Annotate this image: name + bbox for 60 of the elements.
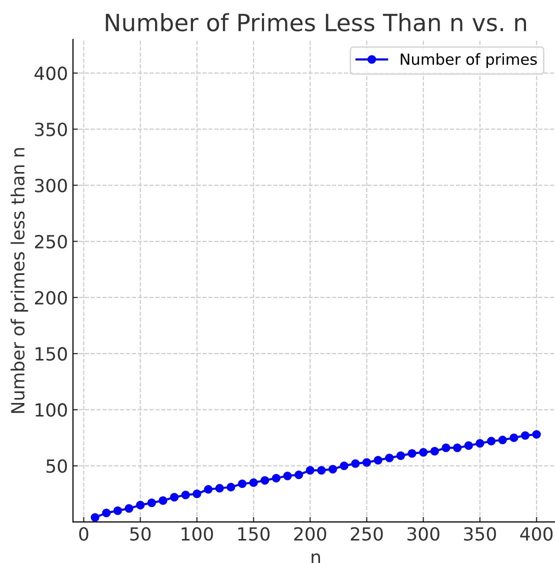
point — [520, 431, 530, 440]
x-tick-label: 150 — [238, 527, 270, 541]
x-tick-label: 400 — [520, 527, 553, 541]
point — [532, 430, 541, 439]
x-tick-label: 200 — [294, 527, 326, 541]
point — [283, 472, 292, 480]
point — [294, 470, 304, 480]
point — [430, 446, 439, 456]
point — [124, 504, 134, 513]
point — [328, 464, 338, 474]
point — [408, 449, 416, 458]
x-tick-label: 50 — [130, 527, 151, 541]
y-axis-title: Number of primes less than n — [10, 148, 28, 413]
point — [317, 466, 326, 475]
point — [181, 490, 190, 500]
point — [136, 500, 145, 510]
point — [351, 459, 360, 468]
point — [442, 444, 450, 452]
chart-title: Number of Primes Less Than n vs. n — [106, 13, 526, 32]
y-tick-label: 350 — [35, 122, 67, 136]
point — [249, 478, 258, 487]
x-tick-label: 350 — [464, 527, 496, 541]
point — [452, 444, 462, 452]
y-tick-label: 250 — [34, 234, 67, 248]
y-tick-label: 50 — [46, 459, 67, 473]
point — [385, 454, 394, 462]
point — [147, 498, 156, 508]
point — [362, 458, 372, 467]
point — [192, 490, 202, 498]
point — [419, 448, 428, 457]
legend-label: Number of primes — [400, 53, 537, 68]
point — [113, 506, 122, 515]
point — [306, 466, 314, 475]
point — [340, 461, 348, 470]
y-tick-label: 400 — [34, 66, 67, 80]
point — [215, 484, 224, 493]
point — [374, 456, 382, 464]
y-tick-label: 300 — [35, 178, 67, 192]
point — [204, 485, 213, 494]
y-tick-label: 150 — [36, 347, 67, 361]
point — [102, 508, 111, 518]
point — [510, 433, 518, 442]
x-tick-label: 0 — [79, 527, 88, 541]
point — [396, 451, 405, 460]
point — [272, 474, 280, 482]
point — [486, 436, 496, 446]
point — [498, 436, 507, 444]
point — [238, 479, 247, 488]
y-tick-label: 100 — [36, 403, 67, 417]
y-tick-label: 200 — [34, 290, 67, 305]
point — [226, 482, 236, 492]
point — [90, 513, 100, 522]
point — [260, 476, 270, 485]
x-tick-label: 100 — [182, 527, 213, 541]
point — [170, 492, 179, 502]
point — [476, 439, 484, 448]
x-tick-label: 250 — [350, 527, 383, 541]
point — [158, 496, 168, 505]
x-tick-label: 300 — [407, 527, 440, 541]
point — [464, 441, 473, 450]
